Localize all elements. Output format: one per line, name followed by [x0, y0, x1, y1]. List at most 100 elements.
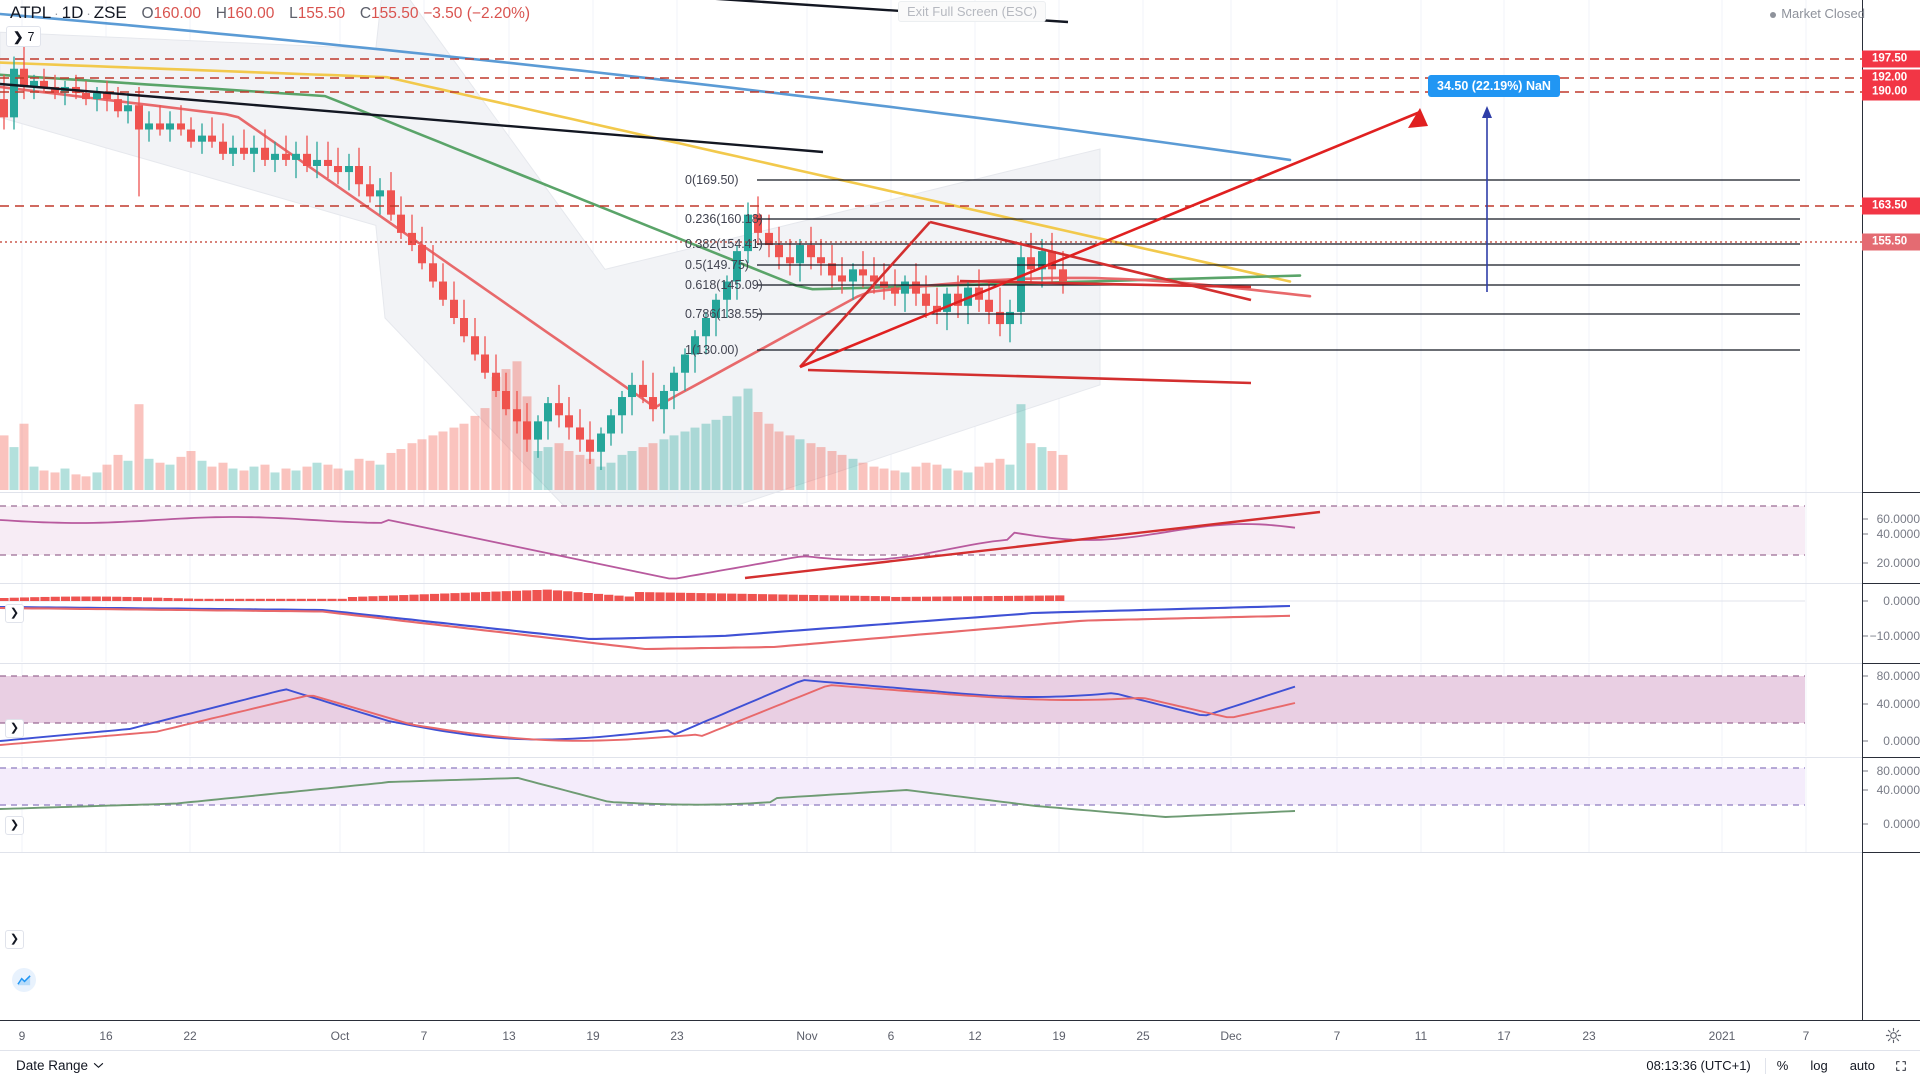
rsi-canvas — [0, 492, 1807, 582]
macd-histogram-bar — [911, 596, 921, 601]
volume-bar — [207, 466, 217, 490]
candle-body — [418, 245, 426, 264]
pane-separator-axis — [1862, 852, 1920, 853]
candle-body — [1038, 251, 1046, 270]
stochastic-band — [0, 676, 1805, 723]
volume-bar — [785, 435, 795, 490]
candle-body — [544, 403, 552, 422]
volume-bar — [197, 460, 207, 490]
williams-pane-expand-toggle[interactable]: ❯ — [5, 930, 24, 949]
williams-pane[interactable] — [0, 757, 1862, 852]
macd-canvas — [0, 583, 1807, 662]
macd-histogram-bar — [768, 594, 778, 601]
axis-scale-label: −10.0000 — [1869, 629, 1920, 643]
volume-bar — [974, 466, 984, 490]
macd-line — [0, 604, 1291, 640]
price-pane[interactable] — [0, 0, 1862, 592]
percent-scale-button[interactable]: % — [1776, 1058, 1789, 1073]
macd-histogram-bar — [388, 595, 399, 601]
candle-body — [912, 281, 920, 294]
axis-tick — [1863, 562, 1868, 564]
macd-histogram-bar — [993, 595, 1003, 601]
macd-histogram — [0, 589, 1065, 601]
candle-body — [639, 384, 647, 398]
candle-body — [523, 421, 531, 440]
pane-separator[interactable] — [0, 757, 1862, 758]
time-axis-label: 9 — [18, 1029, 26, 1043]
volume-bar — [858, 462, 868, 490]
macd-histogram-bar — [265, 598, 276, 601]
volume-bar — [176, 456, 186, 490]
volume-bar — [155, 462, 165, 490]
log-scale-button[interactable]: log — [1810, 1058, 1828, 1073]
fullscreen-toggle-icon[interactable] — [1886, 1059, 1906, 1073]
candle-body — [817, 257, 825, 264]
macd-histogram-bar — [347, 596, 358, 601]
macd-histogram-bar — [798, 594, 809, 601]
macd-histogram-bar — [1055, 595, 1065, 601]
macd-histogram-bar — [132, 597, 142, 601]
bottom-toolbar[interactable]: Date Range 08:13:36 (UTC+1) % log auto — [0, 1050, 1920, 1080]
rsi-overbought-band — [0, 506, 1805, 555]
candle-body — [198, 135, 206, 142]
pane-separator[interactable] — [0, 492, 1862, 493]
candle-body — [0, 99, 8, 118]
macd-histogram-bar — [19, 597, 30, 601]
macd-histogram-bar — [71, 596, 81, 601]
candle-body — [219, 141, 227, 154]
candle-body — [345, 166, 353, 173]
wedge-rising-leg — [799, 221, 931, 368]
stochastic-pane[interactable] — [0, 663, 1862, 756]
pane-separator[interactable] — [0, 852, 1862, 853]
macd-histogram-bar — [173, 598, 183, 601]
volume-bar — [869, 466, 879, 490]
candle-body — [649, 397, 657, 410]
macd-histogram-bar — [573, 592, 583, 601]
candle-body — [30, 80, 38, 87]
auto-scale-button[interactable]: auto — [1849, 1058, 1875, 1073]
price-tag: 197.50 — [1862, 50, 1920, 68]
macd-histogram-bar — [665, 592, 675, 601]
candle-body — [387, 190, 395, 215]
macd-histogram-bar — [686, 592, 696, 601]
macd-histogram-bar — [511, 590, 522, 601]
candle-body — [660, 390, 668, 410]
chevron-right-icon[interactable]: ❯ — [13, 30, 24, 44]
forecast-badge[interactable]: 34.50 (22.19%) NaN — [1428, 75, 1560, 97]
price-axis[interactable]: 197.50 192.00 190.00 163.50 155.50 60.0000 40.… — [1862, 0, 1920, 1020]
time-axis-label: 7 — [1802, 1029, 1810, 1043]
candle-body — [1048, 251, 1056, 270]
volume-bar — [312, 462, 322, 490]
macd-pane-expand-toggle[interactable]: ❯ — [5, 719, 24, 738]
time-axis-label: 7 — [420, 1029, 428, 1043]
indicator-chart-icon[interactable] — [12, 968, 36, 992]
candle-body — [103, 93, 111, 100]
macd-pane[interactable] — [0, 583, 1862, 662]
macd-histogram-bar — [450, 593, 460, 601]
candle-body — [124, 105, 132, 112]
candle-body — [271, 153, 279, 160]
macd-histogram-bar — [142, 597, 153, 601]
volume-bar — [1026, 443, 1036, 490]
volume-bar — [407, 443, 417, 490]
volume-bar — [81, 476, 91, 490]
stochastic-pane-expand-toggle[interactable]: ❯ — [5, 816, 24, 835]
axis-scale-label: 20.0000 — [1876, 556, 1920, 570]
macd-histogram-bar — [675, 592, 686, 601]
volume-bar — [795, 439, 805, 490]
chevron-right-icon: ❯ — [9, 722, 20, 734]
time-axis[interactable]: 9 16 22 Oct 7 13 19 23 Nov 6 12 19 25 Dec 7 11 17 23 2021 7 — [0, 1020, 1920, 1050]
date-range-button[interactable]: Date Range — [16, 1058, 104, 1073]
pane-separator[interactable] — [0, 583, 1862, 584]
pane-separator[interactable] — [0, 663, 1862, 664]
price-tag: 163.50 — [1862, 197, 1920, 215]
ma-legend-badge[interactable]: ❯ 7 — [6, 26, 42, 47]
rsi-pane-expand-toggle[interactable]: ❯ — [5, 604, 24, 623]
macd-histogram-bar — [532, 590, 542, 601]
axis-scale-label: 80.0000 — [1876, 669, 1920, 683]
axis-scale-label: 0.0000 — [1883, 817, 1920, 831]
rsi-pane[interactable] — [0, 492, 1862, 582]
volume-bar — [102, 464, 112, 490]
time-axis-settings-icon[interactable] — [1885, 1027, 1902, 1044]
volume-bar — [764, 423, 774, 490]
